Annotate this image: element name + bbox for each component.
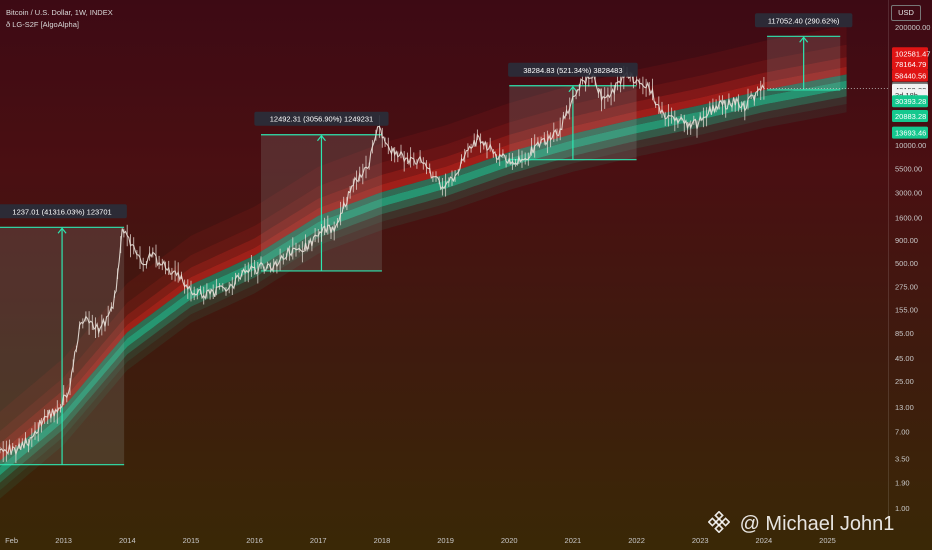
currency-button[interactable]: USD xyxy=(891,5,921,21)
x-tick-label: 2023 xyxy=(692,536,709,545)
price-label: 58440.56 xyxy=(892,69,928,82)
x-tick-label: 2018 xyxy=(374,536,391,545)
y-tick-label: 13.00 xyxy=(895,403,914,412)
y-tick-label: 1600.00 xyxy=(895,213,922,222)
x-tick-label: 2019 xyxy=(437,536,454,545)
y-tick-label: 85.00 xyxy=(895,329,914,338)
price-label: 30393.28 xyxy=(892,95,928,108)
indicator-title[interactable]: ð LG-S2F [AlgoAlpha] xyxy=(6,20,79,29)
x-tick-label: 2020 xyxy=(501,536,518,545)
measurement-label-4: 117052.40 (290.62%) xyxy=(754,13,853,28)
measurement-1 xyxy=(0,226,125,466)
measurement-4 xyxy=(767,35,841,91)
y-tick-label: 1.00 xyxy=(895,504,910,513)
x-tick-label: 2025 xyxy=(819,536,836,545)
measurement-2 xyxy=(260,134,382,272)
price-label: 20883.28 xyxy=(892,110,928,123)
measurement-label-bg xyxy=(0,204,127,219)
measurement-label-text: 1237.01 (41316.03%) 123701 xyxy=(12,207,111,216)
price-label-bg xyxy=(892,95,928,108)
price-label: 13693.46 xyxy=(892,126,928,139)
price-label-bg xyxy=(892,126,928,139)
y-tick-label: 155.00 xyxy=(895,305,918,314)
x-tick-label: 2015 xyxy=(183,536,200,545)
x-tick-label: 2014 xyxy=(119,536,136,545)
y-tick-label: 900.00 xyxy=(895,236,918,245)
measurement-label-1: 1237.01 (41316.03%) 123701 xyxy=(0,204,127,219)
x-tick-label: 2024 xyxy=(756,536,773,545)
measurement-label-2: 12492.31 (3056.90%) 1249231 xyxy=(254,111,389,126)
measurement-label-3: 38284.83 (521.34%) 3828483 xyxy=(508,62,638,77)
y-tick-label: 200000.00 xyxy=(895,23,930,32)
price-label-text: 20883.28 xyxy=(895,112,926,121)
watermark: @ Michael John1 xyxy=(708,511,894,536)
price-label-text: 78164.79 xyxy=(895,60,926,69)
measurement-label-text: 12492.31 (3056.90%) 1249231 xyxy=(270,115,373,124)
measurement-label-text: 38284.83 (521.34%) 3828483 xyxy=(523,66,622,75)
y-tick-label: 275.00 xyxy=(895,283,918,292)
measurement-arrowhead xyxy=(316,134,326,142)
measurement-arrowhead xyxy=(568,85,578,93)
y-tick-label: 45.00 xyxy=(895,354,914,363)
y-axis: 200000.00 10000.00 5500.00 3000.00 1600.00 90… xyxy=(888,0,930,530)
price-label-bg xyxy=(892,110,928,123)
price-label-bg xyxy=(892,69,928,82)
y-tick-label: 3.50 xyxy=(895,455,910,464)
measurement-arrowhead xyxy=(57,227,67,234)
price-label-text: 58440.56 xyxy=(895,71,926,80)
binance-logo-icon xyxy=(708,511,730,533)
x-tick-label: 2022 xyxy=(628,536,645,545)
x-tick-label: 2016 xyxy=(246,536,263,545)
symbol-title[interactable]: Bitcoin / U.S. Dollar, 1W, INDEX xyxy=(6,8,113,17)
price-label: 78164.79 xyxy=(892,58,928,71)
measurement-label-bg xyxy=(508,62,638,77)
plot-area xyxy=(0,25,888,499)
x-tick-label: 2021 xyxy=(565,536,582,545)
y-tick-label: 25.00 xyxy=(895,377,914,386)
price-label-text: 30393.28 xyxy=(895,97,926,106)
x-tick-label: 2017 xyxy=(310,536,327,545)
price-label-text: 102581.47 xyxy=(895,49,930,58)
measurement-arrowhead xyxy=(799,36,809,43)
x-tick-label: 2013 xyxy=(55,536,72,545)
price-label-bg xyxy=(892,47,928,60)
price-label-bg xyxy=(892,58,928,71)
measurement-label-bg xyxy=(754,13,853,28)
y-tick-label: 5500.00 xyxy=(895,165,922,174)
x-tick-label: Feb xyxy=(5,536,18,545)
x-axis: Feb 2013 2014 2015 2016 2017 2018 2019 2020 2021 2… xyxy=(5,536,836,545)
y-tick-label: 1.90 xyxy=(895,479,910,488)
measurement-label-text: 117052.40 (290.62%) xyxy=(768,16,840,25)
price-label-text: 13693.46 xyxy=(895,129,926,138)
price-series xyxy=(0,65,765,464)
price-label: 102581.47 xyxy=(892,47,930,60)
watermark-text: @ Michael John1 xyxy=(739,513,895,535)
measurement-label-bg xyxy=(254,111,389,126)
y-tick-label: 500.00 xyxy=(895,259,918,268)
y-tick-label: 7.00 xyxy=(895,427,910,436)
y-tick-label: 3000.00 xyxy=(895,188,922,197)
y-tick-label: 10000.00 xyxy=(895,141,926,150)
